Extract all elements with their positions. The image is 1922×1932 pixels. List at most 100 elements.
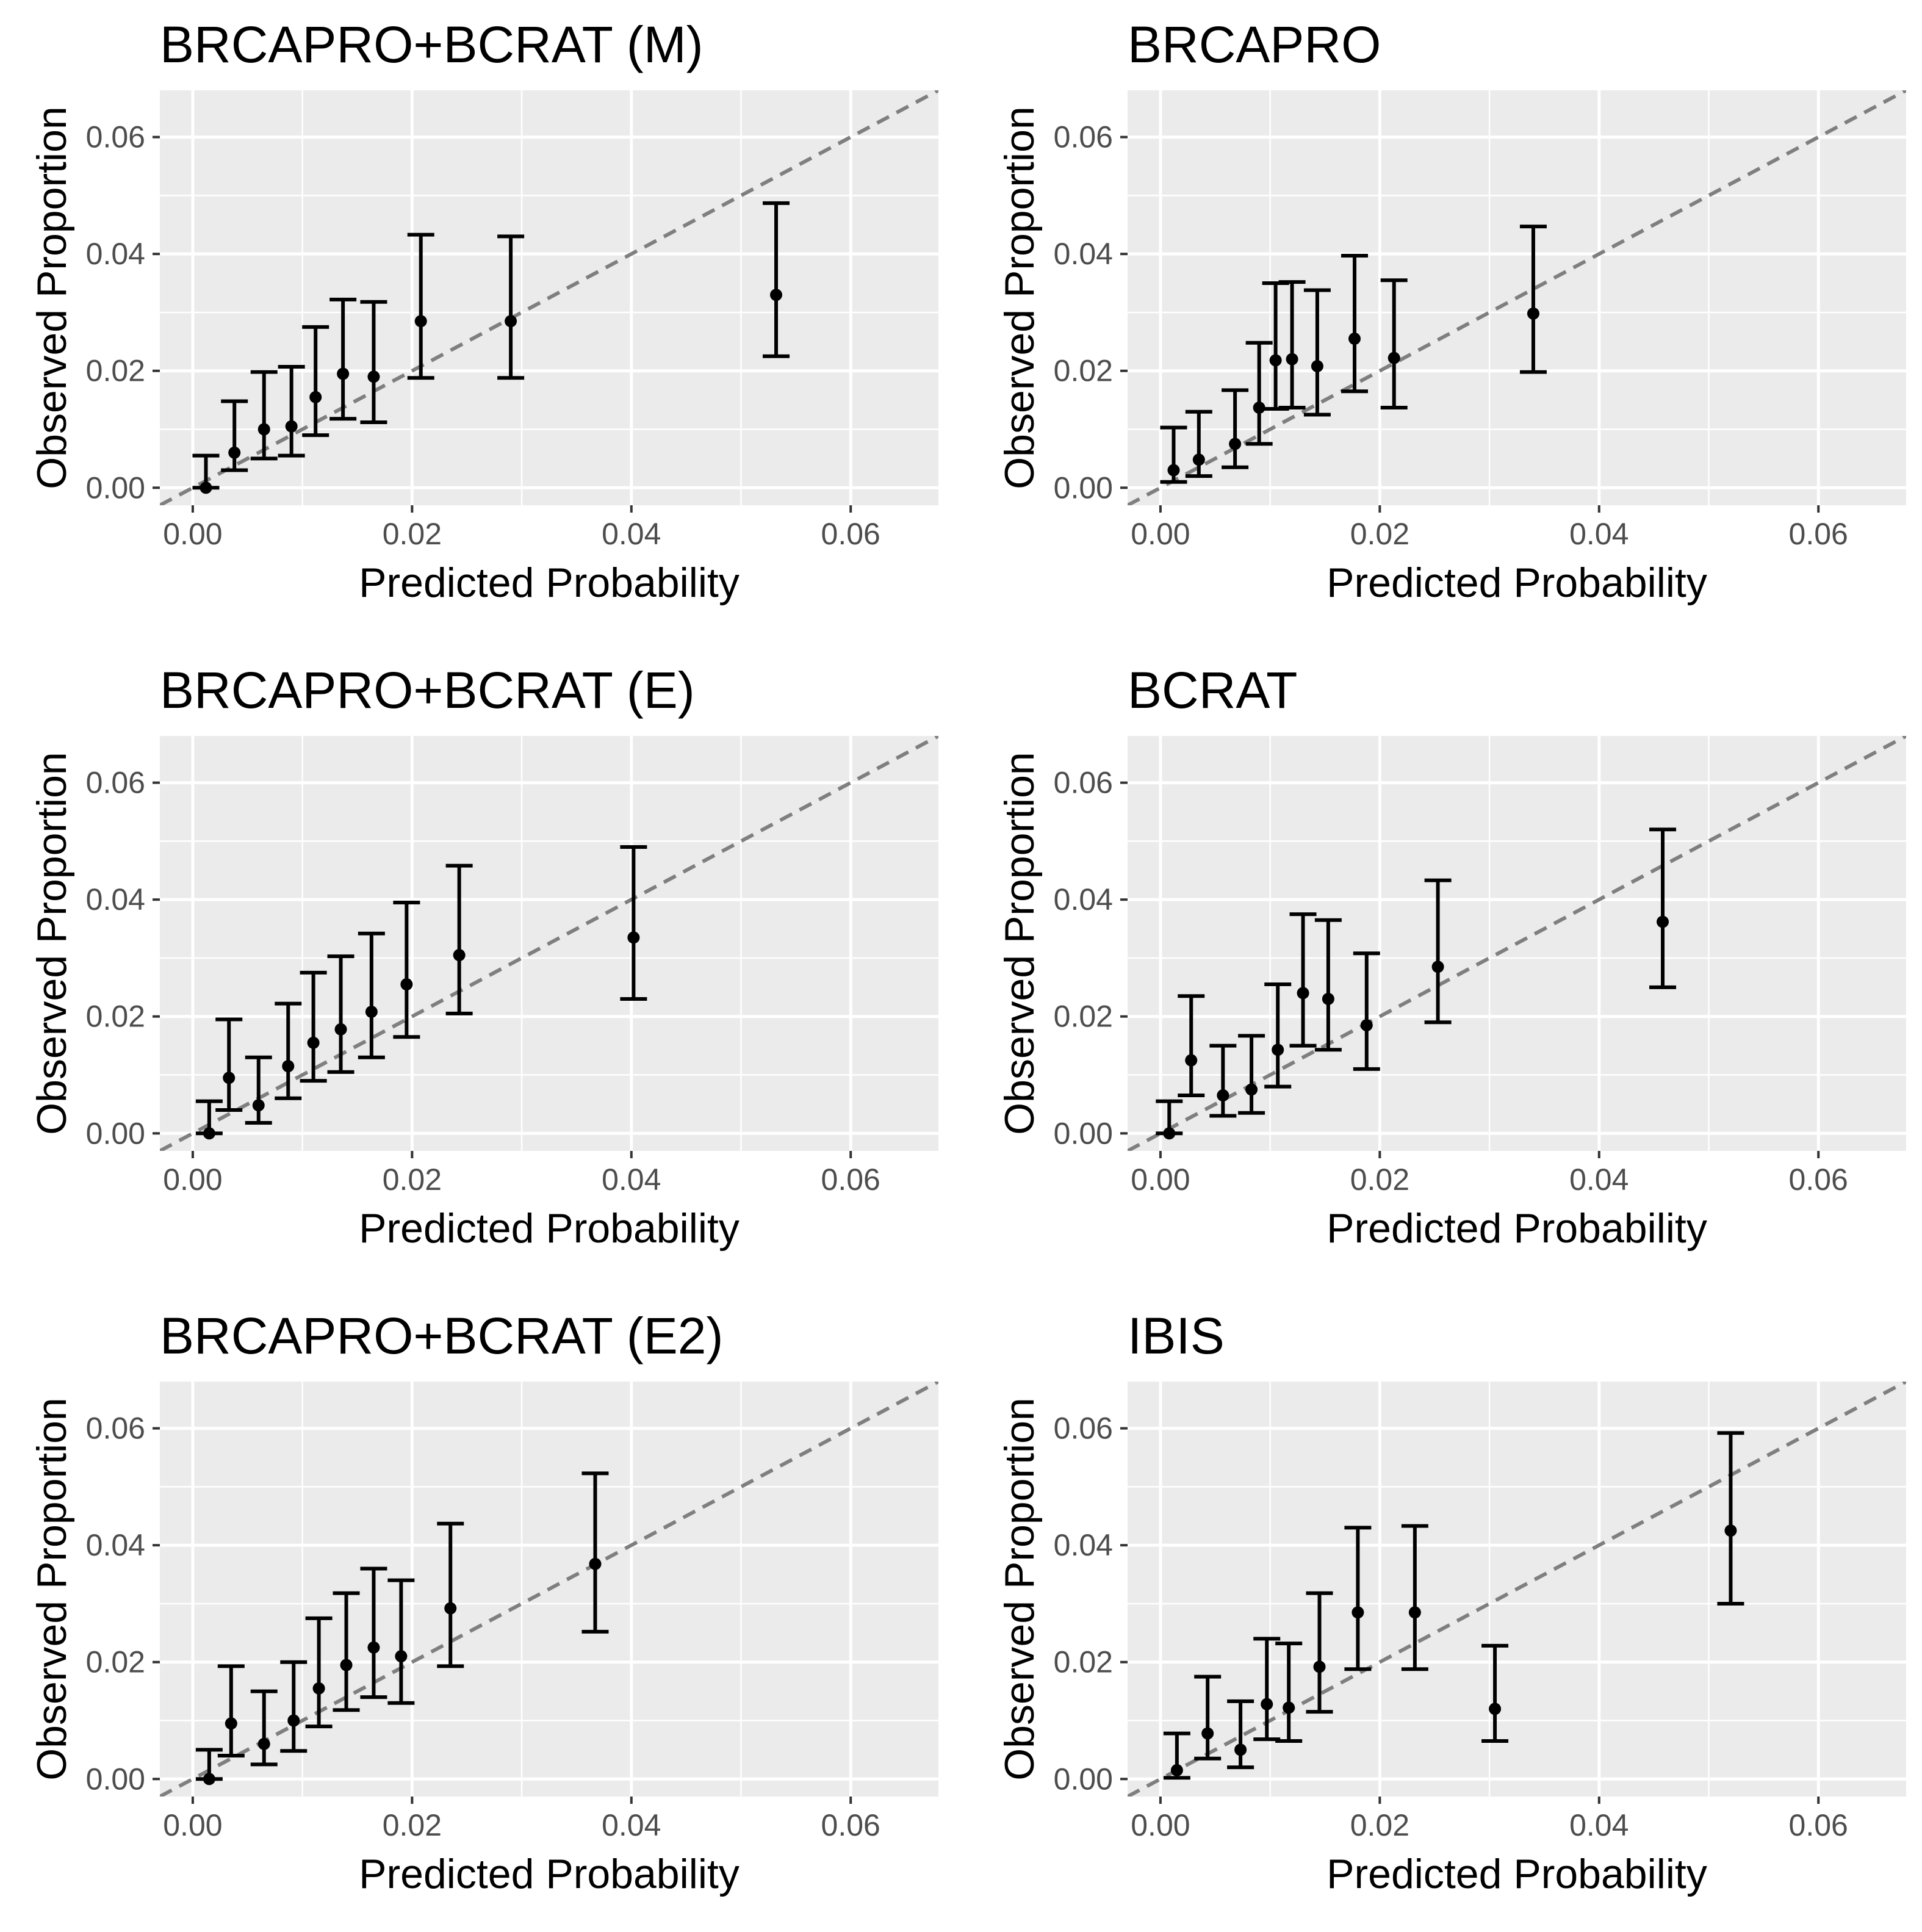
data-point xyxy=(257,423,270,436)
x-tick-label: 0.02 xyxy=(1350,517,1409,551)
y-tick-label: 0.06 xyxy=(1054,120,1113,154)
x-tick-label: 0.00 xyxy=(163,1808,222,1842)
reference-line xyxy=(160,1382,938,1797)
data-point xyxy=(1192,453,1205,466)
x-tick-label: 0.02 xyxy=(1350,1808,1409,1842)
x-axis-title: Predicted Probability xyxy=(1326,560,1707,606)
data-point xyxy=(1388,351,1400,364)
data-point xyxy=(1272,1043,1284,1056)
data-point xyxy=(312,1682,325,1695)
data-point xyxy=(228,446,241,459)
x-tick-label: 0.06 xyxy=(821,1162,880,1197)
data-point xyxy=(252,1099,265,1112)
panel-title: BRCAPRO+BCRAT (E) xyxy=(160,661,695,719)
x-axis-title: Predicted Probability xyxy=(359,1851,740,1897)
data-point xyxy=(1527,307,1539,320)
data-layer xyxy=(160,1382,938,1797)
y-tick-label: 0.02 xyxy=(86,1645,145,1679)
data-point xyxy=(287,1714,300,1727)
x-tick-label: 0.02 xyxy=(383,1162,442,1197)
y-tick-label: 0.06 xyxy=(86,120,145,154)
panel-title: IBIS xyxy=(1128,1307,1225,1364)
data-point xyxy=(1489,1703,1502,1715)
panel-bcrat: BCRAT 0.00 0.02 0.04 0.06 0.00 0.02 0.04 0.06 Pre… xyxy=(996,661,1906,1252)
x-tick-label: 0.04 xyxy=(1569,517,1629,551)
x-tick-label: 0.00 xyxy=(1131,1162,1190,1197)
data-point xyxy=(1313,1660,1326,1673)
data-point xyxy=(1201,1727,1214,1740)
x-tick-label: 0.02 xyxy=(1350,1162,1409,1197)
y-tick-label: 0.04 xyxy=(86,237,145,271)
y-tick-label: 0.00 xyxy=(86,1116,145,1150)
y-tick-label: 0.06 xyxy=(86,766,145,800)
x-axis-title: Predicted Probability xyxy=(1326,1851,1707,1897)
data-point xyxy=(367,1641,380,1654)
x-tick-label: 0.02 xyxy=(383,517,442,551)
y-tick-label: 0.00 xyxy=(1054,1762,1113,1796)
data-point xyxy=(1217,1089,1229,1102)
y-tick-label: 0.06 xyxy=(86,1411,145,1446)
data-point xyxy=(1245,1083,1258,1096)
data-point xyxy=(1724,1524,1737,1537)
x-tick-label: 0.06 xyxy=(821,517,880,551)
y-tick-label: 0.00 xyxy=(86,470,145,505)
x-tick-label: 0.06 xyxy=(1789,517,1848,551)
y-axis-title: Observed Proportion xyxy=(996,752,1043,1134)
data-point xyxy=(1322,992,1334,1005)
y-axis-title: Observed Proportion xyxy=(29,1397,75,1780)
data-point xyxy=(1185,1054,1198,1067)
data-point xyxy=(505,315,517,328)
data-point xyxy=(282,1060,295,1073)
data-layer xyxy=(1128,736,1906,1151)
data-point xyxy=(1311,360,1323,373)
data-point xyxy=(337,367,350,380)
y-tick-label: 0.02 xyxy=(1054,1000,1113,1034)
y-axis-title: Observed Proportion xyxy=(996,1397,1043,1780)
data-point xyxy=(1657,915,1669,928)
x-tick-label: 0.00 xyxy=(163,1162,222,1197)
data-point xyxy=(444,1602,457,1615)
reference-line xyxy=(1128,1382,1906,1797)
data-point xyxy=(414,315,427,328)
x-tick-label: 0.00 xyxy=(163,517,222,551)
y-axis-title: Observed Proportion xyxy=(29,752,75,1134)
y-tick-label: 0.04 xyxy=(1054,882,1113,917)
y-axis-title: Observed Proportion xyxy=(996,106,1043,489)
x-tick-label: 0.04 xyxy=(602,517,661,551)
panel-title: BCRAT xyxy=(1128,661,1297,719)
y-tick-label: 0.02 xyxy=(1054,354,1113,388)
x-tick-label: 0.06 xyxy=(1789,1808,1848,1842)
x-axis-title: Predicted Probability xyxy=(359,1205,740,1252)
panel-brcapro-bcrat-m: BRCAPRO+BCRAT (M) 0.00 0.02 0.04 0.06 0.00 0.0… xyxy=(29,16,938,606)
data-point xyxy=(365,1006,378,1018)
y-tick-label: 0.04 xyxy=(86,882,145,917)
data-point xyxy=(200,481,212,494)
data-point xyxy=(1167,464,1180,477)
data-point xyxy=(400,978,413,991)
data-point xyxy=(1163,1127,1176,1140)
data-point xyxy=(307,1036,320,1049)
data-point xyxy=(1408,1606,1421,1619)
reference-line xyxy=(160,736,938,1151)
panel-ibis: IBIS 0.00 0.02 0.04 0.06 0.00 0.02 0.04 0.06 Pred… xyxy=(996,1307,1906,1897)
data-point xyxy=(1234,1743,1247,1756)
x-tick-label: 0.06 xyxy=(1789,1162,1848,1197)
reference-line xyxy=(1128,736,1906,1151)
data-layer xyxy=(1128,1382,1906,1797)
data-point xyxy=(340,1659,353,1671)
reference-line xyxy=(1128,90,1906,505)
data-point xyxy=(1253,402,1265,414)
data-point xyxy=(1269,354,1282,367)
y-tick-label: 0.06 xyxy=(1054,1411,1113,1446)
y-tick-label: 0.00 xyxy=(1054,1116,1113,1150)
reference-line xyxy=(160,90,938,505)
panel-brcapro: BRCAPRO 0.00 0.02 0.04 0.06 0.00 0.02 0.04 0.06 P… xyxy=(996,16,1906,606)
y-tick-label: 0.02 xyxy=(1054,1645,1113,1679)
data-point xyxy=(367,370,380,383)
x-tick-label: 0.06 xyxy=(821,1808,880,1842)
data-point xyxy=(1261,1698,1273,1710)
data-point xyxy=(257,1737,270,1750)
data-point xyxy=(285,420,298,433)
x-tick-label: 0.00 xyxy=(1131,1808,1190,1842)
